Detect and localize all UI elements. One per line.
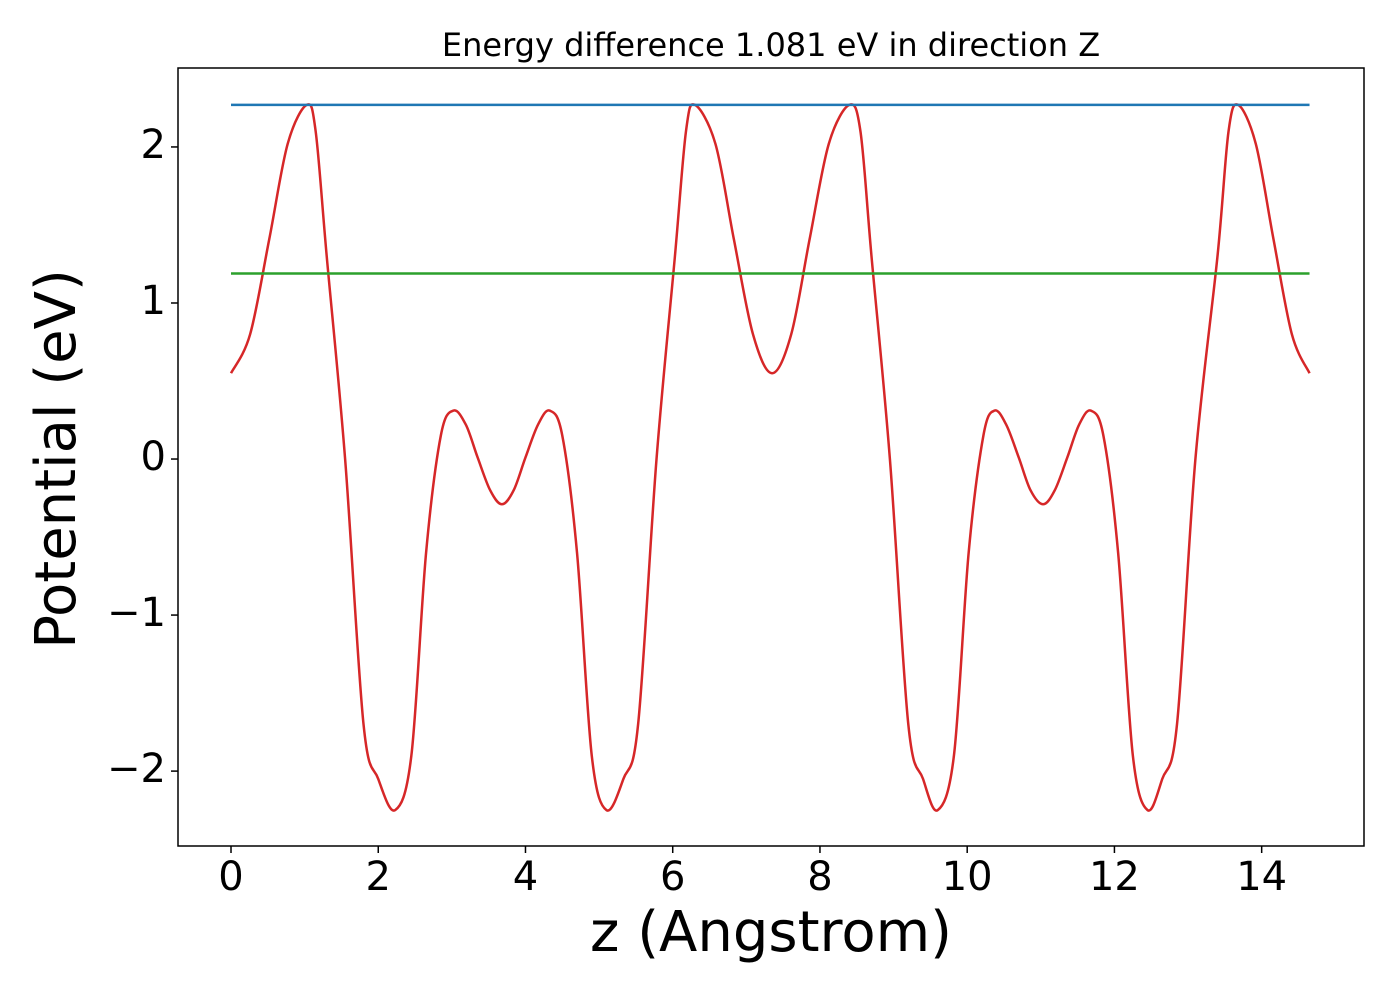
- y-tick-label: −2: [107, 746, 166, 792]
- x-tick-label: 12: [1089, 854, 1140, 900]
- plot-frame: [177, 67, 1365, 847]
- x-tick-label: 8: [807, 854, 832, 900]
- x-tick-label: 2: [366, 854, 391, 900]
- y-tick-label: 1: [141, 278, 166, 324]
- chart-title: Energy difference 1.081 eV in direction …: [442, 26, 1100, 64]
- x-tick-label: 6: [660, 854, 685, 900]
- x-tick-label: 10: [942, 854, 993, 900]
- y-tick-label: 0: [141, 434, 166, 480]
- x-axis-label: z (Angstrom): [590, 900, 952, 965]
- series-line: [229, 103, 1311, 812]
- x-tick-label: 14: [1236, 854, 1287, 900]
- x-tick-label: 0: [218, 854, 243, 900]
- y-tick-label: 2: [141, 122, 166, 168]
- y-axis-label: Potential (eV): [24, 269, 89, 649]
- y-tick-label: −1: [107, 590, 166, 636]
- x-tick-label: 4: [513, 854, 538, 900]
